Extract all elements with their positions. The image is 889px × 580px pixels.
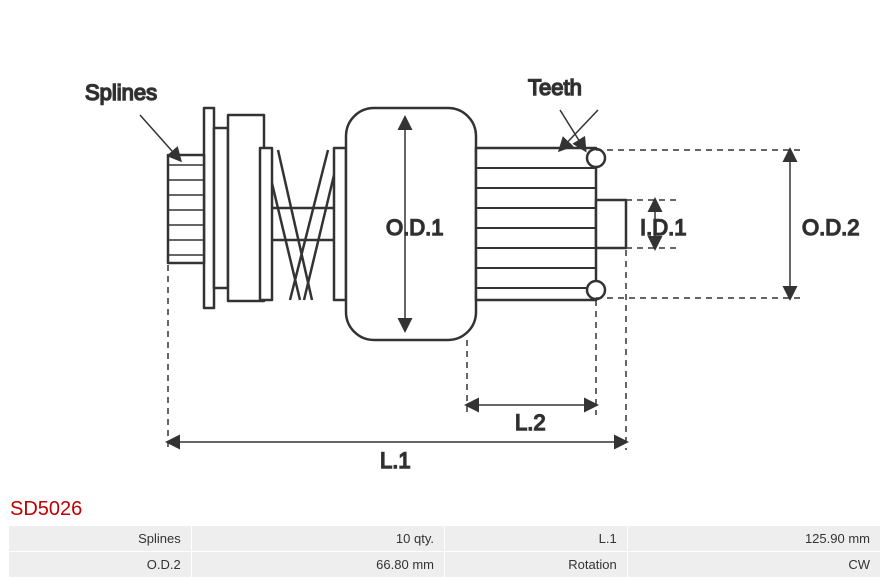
- spec-key: O.D.2: [9, 552, 191, 577]
- label-splines: Splines: [85, 80, 157, 105]
- spec-key: Splines: [9, 526, 191, 551]
- table-row: Splines 10 qty. L.1 125.90 mm: [9, 526, 880, 551]
- label-teeth: Teeth: [528, 75, 582, 100]
- spec-value: 125.90 mm: [628, 526, 880, 551]
- spec-value: CW: [628, 552, 880, 577]
- part-number: SD5026: [10, 498, 82, 521]
- label-l2: L.2: [515, 410, 546, 435]
- spec-value: 66.80 mm: [192, 552, 444, 577]
- spec-key: L.1: [445, 526, 627, 551]
- label-id1: I.D.1: [640, 215, 686, 240]
- spec-key: Rotation: [445, 552, 627, 577]
- label-od2: O.D.2: [802, 215, 859, 240]
- spec-value: 10 qty.: [192, 526, 444, 551]
- spec-table: Splines 10 qty. L.1 125.90 mm O.D.2 66.8…: [8, 525, 881, 578]
- label-od1: O.D.1: [386, 215, 443, 240]
- technical-diagram: O.D.1 O.D.2 I.D.1 L.2: [0, 0, 889, 495]
- label-l1: L.1: [380, 448, 411, 473]
- table-row: O.D.2 66.80 mm Rotation CW: [9, 552, 880, 577]
